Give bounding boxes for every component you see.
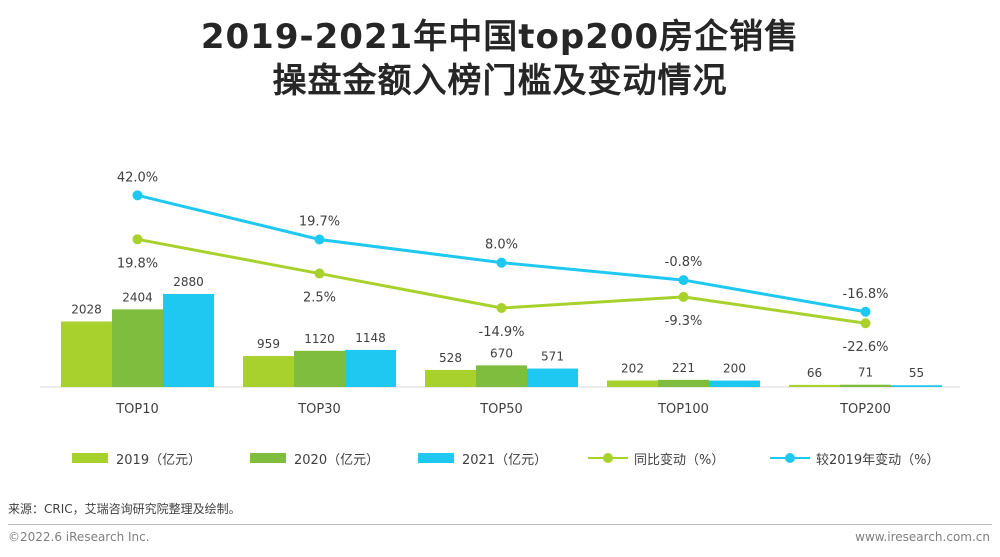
source-note: 来源：CRIC，艾瑞咨询研究院整理及绘制。 bbox=[8, 502, 241, 516]
bar-value-label: 1120 bbox=[304, 332, 335, 346]
bar-top10-2 bbox=[163, 294, 214, 387]
vs2019-data-label: -0.8% bbox=[665, 255, 703, 270]
chart-title-line2: 操盘金额入榜门槛及变动情况 bbox=[272, 61, 728, 101]
legend-line-vs2019 bbox=[770, 452, 810, 464]
bar-value-label: 200 bbox=[723, 362, 746, 376]
legend-line-yoy bbox=[588, 452, 628, 464]
legend-label-vs2019: 较2019年变动（%） bbox=[816, 452, 940, 468]
bar-value-label: 221 bbox=[672, 361, 695, 375]
yoy-data-label: -14.9% bbox=[479, 325, 525, 340]
bar-top200-2 bbox=[891, 385, 942, 387]
yoy-data-label: 2.5% bbox=[303, 291, 336, 306]
yoy-data-label: 19.8% bbox=[117, 256, 158, 271]
legend-label-yoy: 同比变动（%） bbox=[634, 452, 725, 468]
yoy-data-label: -22.6% bbox=[843, 340, 889, 355]
vs2019-point bbox=[496, 257, 507, 268]
bar-value-label: 670 bbox=[490, 346, 513, 360]
legend-swatch-2019 bbox=[72, 453, 108, 463]
x-tick-label: TOP30 bbox=[297, 402, 341, 417]
chart-legend: 2019（亿元） 2020（亿元） 2021（亿元） 同比变动（%） 较2019… bbox=[0, 447, 1000, 469]
bar-top30-0 bbox=[243, 356, 294, 387]
bar-value-label: 571 bbox=[541, 350, 564, 364]
bar-top200-0 bbox=[789, 384, 840, 387]
vs2019-point bbox=[314, 234, 325, 245]
footer-divider bbox=[8, 524, 992, 525]
vs2019-point bbox=[860, 306, 871, 317]
legend-item-yoy: 同比变动（%） bbox=[588, 447, 724, 469]
chart-canvas: 2028 959 528 202 66 2404 1120 670 221 71 2880 1148 5… bbox=[40, 170, 960, 417]
legend-label-2020: 2020（亿元） bbox=[294, 452, 380, 468]
bar-value-label: 55 bbox=[909, 366, 924, 380]
bar-top50-1 bbox=[476, 365, 527, 387]
legend-label-2021: 2021（亿元） bbox=[462, 452, 548, 468]
legend-item-2021: 2021（亿元） bbox=[418, 447, 547, 469]
bar-value-label: 2404 bbox=[122, 290, 153, 304]
legend-label-2019: 2019（亿元） bbox=[116, 452, 202, 468]
yoy-point bbox=[678, 291, 689, 302]
legend-item-vs2019: 较2019年变动（%） bbox=[770, 447, 939, 469]
x-tick-label: TOP50 bbox=[479, 402, 523, 417]
vs2019-point bbox=[678, 275, 689, 286]
vs2019-data-label: -16.8% bbox=[843, 287, 889, 302]
bar-value-label: 959 bbox=[257, 337, 280, 351]
x-tick-label: TOP100 bbox=[657, 402, 709, 417]
bar-top100-1 bbox=[658, 379, 709, 387]
bar-value-label: 2880 bbox=[173, 275, 204, 289]
bar-top30-2 bbox=[345, 349, 396, 387]
vs2019-data-label: 8.0% bbox=[485, 238, 518, 253]
bar-value-label: 1148 bbox=[355, 331, 386, 345]
vs2019-change-line bbox=[137, 193, 866, 314]
vs2019-data-label: 19.7% bbox=[299, 214, 340, 229]
bar-value-label: 66 bbox=[807, 366, 822, 380]
bar-top200-1 bbox=[840, 384, 891, 387]
bar-top50-0 bbox=[425, 369, 476, 387]
bar-top30-1 bbox=[294, 350, 345, 387]
bar-value-label: 528 bbox=[439, 351, 462, 365]
bar-top100-2 bbox=[709, 380, 760, 387]
yoy-point bbox=[860, 318, 871, 329]
bar-top100-0 bbox=[607, 380, 658, 387]
legend-swatch-2021 bbox=[418, 453, 454, 463]
legend-item-2019: 2019（亿元） bbox=[72, 447, 201, 469]
vs2019-data-label: 42.0% bbox=[117, 170, 158, 185]
yoy-data-label: -9.3% bbox=[665, 314, 703, 329]
legend-swatch-2020 bbox=[250, 453, 286, 463]
legend-item-2020: 2020（亿元） bbox=[250, 447, 379, 469]
bar-value-label: 202 bbox=[621, 361, 644, 375]
bar-top50-2 bbox=[527, 368, 578, 387]
vs2019-point bbox=[132, 190, 143, 201]
x-tick-label: TOP200 bbox=[839, 402, 891, 417]
yoy-point bbox=[132, 234, 143, 245]
x-tick-label: TOP10 bbox=[115, 402, 159, 417]
bar-value-label: 2028 bbox=[71, 303, 102, 317]
bar-value-label: 71 bbox=[858, 366, 873, 380]
chart-title-line1: 2019-2021年中国top200房企销售 bbox=[200, 17, 800, 57]
yoy-point bbox=[496, 303, 507, 314]
bar-top10-1 bbox=[112, 309, 163, 387]
bar-top10-0 bbox=[61, 321, 112, 387]
copyright: ©2022.6 iResearch Inc. bbox=[8, 530, 150, 544]
website-link[interactable]: www.iresearch.com.cn bbox=[855, 530, 990, 544]
yoy-point bbox=[314, 268, 325, 279]
